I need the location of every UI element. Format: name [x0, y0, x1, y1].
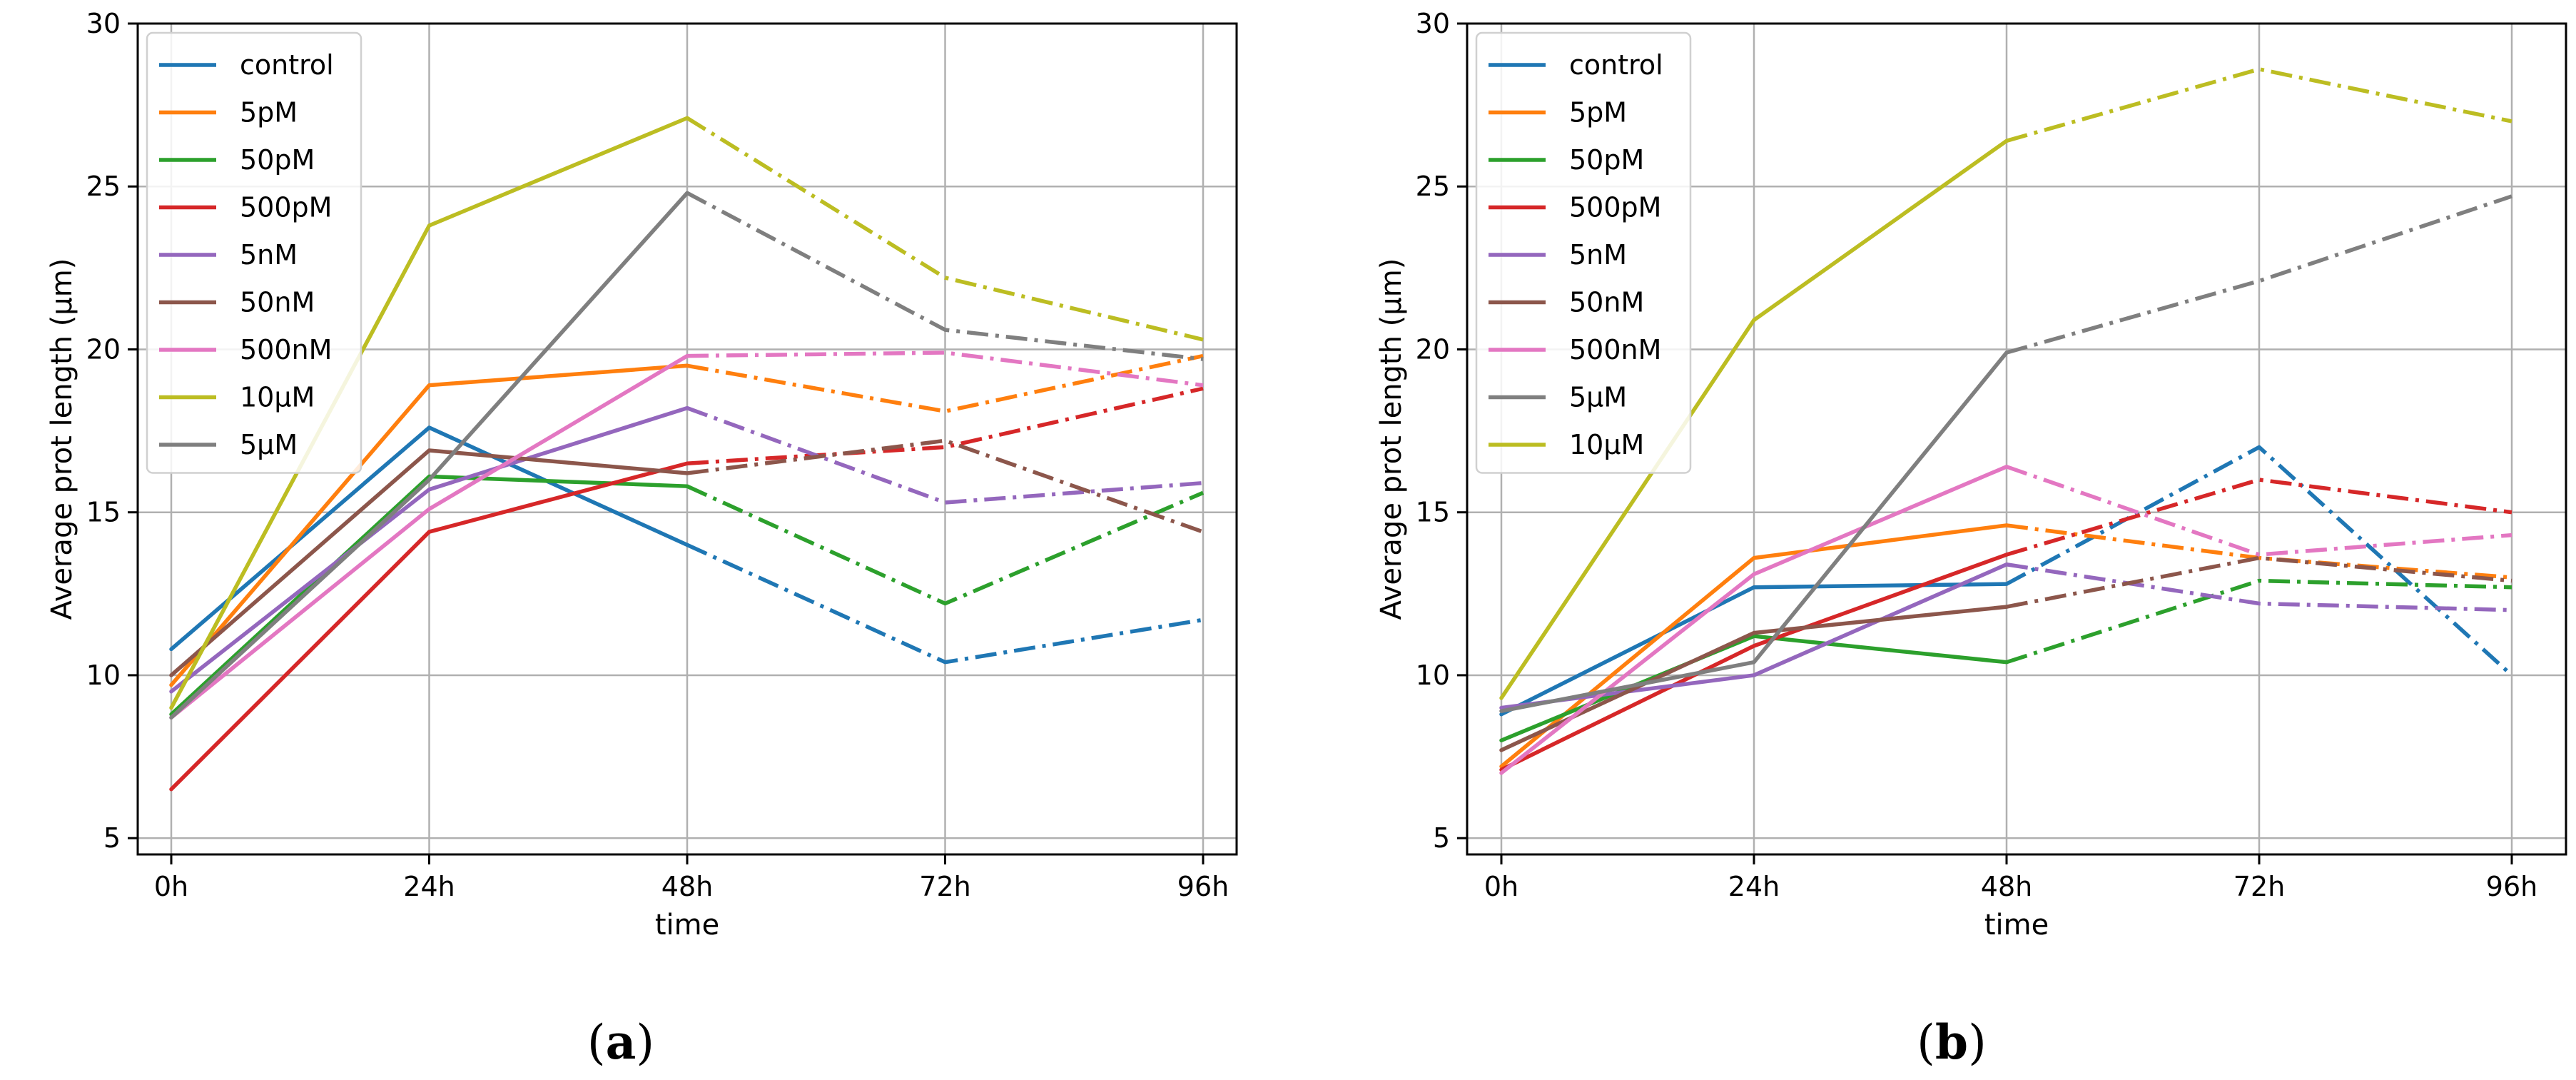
legend-label: 5pM [240, 97, 298, 128]
y-tick-label: 5 [1433, 822, 1450, 854]
x-tick-label: 24h [403, 871, 455, 902]
series-line-dashdot [2006, 555, 2512, 609]
legend-label: 5µM [240, 429, 298, 460]
legend-label: 5pM [1569, 97, 1627, 128]
legend-label: 500nM [240, 334, 332, 365]
series-5nM [1499, 562, 2512, 710]
legend-label: 50pM [240, 144, 315, 176]
axes-frame [1466, 22, 2567, 856]
panel-label-paren: ) [1968, 1015, 1987, 1070]
legend-box [146, 31, 362, 474]
series-50nM [1499, 555, 2512, 752]
x-tick-label: 48h [661, 871, 713, 902]
y-tick-label: 30 [86, 8, 121, 39]
series-line-dashdot [2006, 478, 2512, 557]
x-tick-label: 0h [154, 871, 188, 902]
series-50nM [169, 438, 1204, 677]
legend: control 5pM 50pM 500pM 5nM 50nM 500nM 5µM 10µM [1475, 31, 1692, 474]
legend-label: 5nM [1569, 239, 1627, 271]
series-500pM [169, 386, 1204, 792]
panel-label: (b) [1917, 1014, 1987, 1070]
series-line-dashdot [686, 386, 1204, 465]
series-line-dashdot [2006, 67, 2512, 143]
panel-label-paren: ) [636, 1015, 654, 1070]
series-control [169, 425, 1204, 665]
y-tick-label: 15 [86, 497, 121, 528]
y-tick-label: 20 [86, 333, 121, 365]
x-tick-label: 96h [1177, 871, 1229, 902]
y-tick-label: 25 [86, 171, 121, 202]
y-tick-label: 20 [1416, 333, 1450, 365]
series-5µM [169, 191, 1204, 720]
x-tick-label: 24h [1728, 871, 1780, 902]
chart-panel-2: 0h 24h 48h 72h 96h 5 10 15 20 25 30 time Average pro… [1375, 8, 2567, 1070]
panel-label-letter: b [1935, 1014, 1968, 1070]
series-500nM [1499, 465, 2512, 775]
series-line-dashdot [2006, 194, 2512, 355]
chart-panel-1: 0h 24h 48h 72h 96h 5 10 15 20 25 30 time Average pro… [46, 8, 1238, 1070]
series-10µM [1499, 67, 2512, 700]
legend-label: 500pM [1569, 192, 1661, 223]
legend-label: control [1569, 49, 1663, 81]
y-axis-title: Average prot length (µm) [1375, 258, 1408, 620]
x-tick-label: 0h [1484, 871, 1518, 902]
panel-label-paren: ( [1917, 1015, 1935, 1070]
y-axis-title: Average prot length (µm) [46, 258, 78, 620]
x-tick-label: 72h [919, 871, 970, 902]
series-line-dashdot [686, 438, 1204, 534]
y-tick-label: 5 [103, 822, 121, 854]
legend-label: 500pM [240, 192, 332, 223]
x-axis-title: time [1984, 909, 2049, 942]
x-tick-label: 96h [2486, 871, 2537, 902]
y-tick-label: 30 [1416, 8, 1450, 39]
series-line-dashdot [686, 350, 1204, 388]
legend-label: 10µM [1569, 429, 1644, 460]
series-5nM [169, 405, 1204, 694]
panel-label-paren: ( [587, 1015, 606, 1070]
series-line-dashdot [686, 353, 1204, 413]
series-500pM [1499, 478, 2512, 772]
series-line-dashdot [686, 406, 1204, 505]
legend: control 5pM 50pM 500pM 5nM 50nM 500nM 10µM 5µM [146, 31, 362, 474]
legend-box [1475, 31, 1692, 474]
legend-label: 50nM [1569, 287, 1644, 318]
series-10µM [169, 116, 1204, 710]
series-5µM [1499, 194, 2512, 713]
legend-label: 5µM [1569, 382, 1627, 413]
legend-label: 50pM [1569, 144, 1644, 176]
legend-label: 5nM [240, 239, 298, 271]
x-tick-label: 72h [2233, 871, 2285, 902]
y-tick-label: 10 [1416, 660, 1450, 691]
panel-label: (a) [587, 1014, 654, 1070]
legend-label: 50nM [240, 287, 315, 318]
legend-label: 500nM [1569, 334, 1661, 365]
series-50pM [169, 474, 1205, 717]
series-5pM [169, 353, 1204, 687]
y-tick-label: 15 [1416, 497, 1450, 528]
y-tick-label: 25 [1416, 171, 1450, 202]
x-axis-title: time [655, 909, 719, 942]
y-tick-label: 10 [86, 660, 121, 691]
legend-label: control [240, 49, 334, 81]
x-tick-label: 48h [1981, 871, 2032, 902]
panel-label-letter: a [606, 1014, 637, 1070]
legend-label: 10µM [240, 382, 315, 413]
